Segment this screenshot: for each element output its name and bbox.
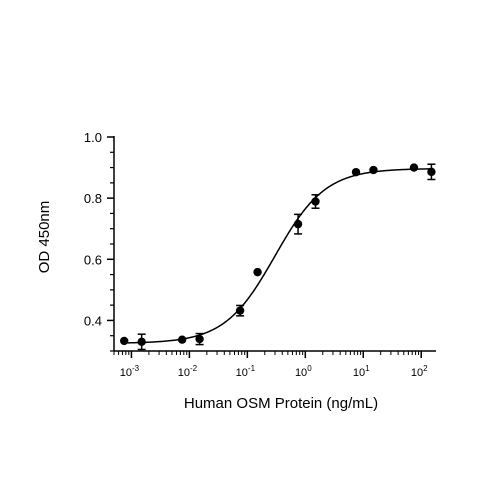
data-point	[351, 167, 361, 177]
data-point	[427, 167, 436, 177]
data-points	[120, 163, 436, 351]
y-tick-label: 0.6	[84, 252, 102, 267]
x-ticks: 10-3 10-2 10-1 100 101 102	[113, 351, 428, 379]
data-point	[293, 219, 303, 229]
y-tick-label: 0.8	[84, 191, 102, 206]
data-point	[253, 267, 262, 277]
x-tick-label: 10-2	[178, 364, 198, 379]
x-tick-label: 102	[411, 364, 428, 379]
y-ticks: 0.4 0.6 0.8 1.0	[84, 130, 114, 352]
x-tick-label: 10-3	[120, 364, 140, 379]
y-axis-title: OD 450nm	[36, 201, 53, 274]
x-tick-label: 10-1	[236, 364, 256, 379]
data-point	[177, 335, 187, 344]
data-point	[235, 306, 245, 315]
fit-curve	[124, 168, 432, 344]
data-point	[409, 163, 419, 172]
x-tick-label: 101	[353, 364, 370, 379]
data-point	[195, 334, 204, 344]
x-tick-label: 100	[295, 364, 312, 379]
data-point	[369, 165, 378, 175]
y-tick-label: 0.4	[84, 313, 102, 328]
data-point	[311, 197, 320, 206]
data-point	[137, 337, 146, 347]
x-axis-title: Human OSM Protein (ng/mL)	[184, 395, 378, 412]
y-tick-label: 1.0	[84, 130, 102, 145]
data-point	[120, 336, 129, 346]
axes	[113, 136, 436, 352]
